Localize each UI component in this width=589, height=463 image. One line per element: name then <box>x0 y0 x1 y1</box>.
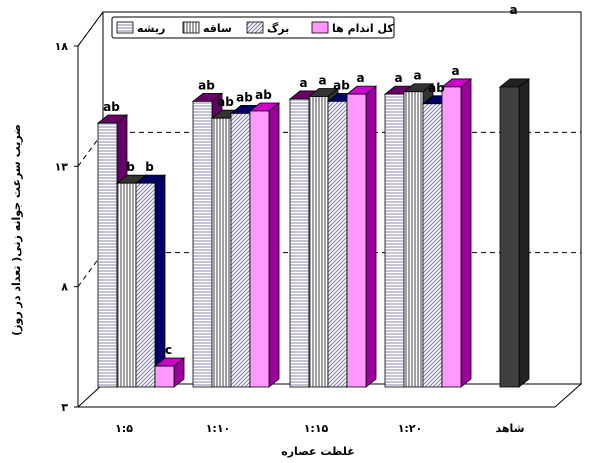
significance-letter: a <box>413 69 421 83</box>
significance-letter: ab <box>428 81 445 95</box>
x-axis-label: غلظت عصاره <box>281 445 355 458</box>
significance-letter: a <box>299 76 307 90</box>
significance-letter: ab <box>236 90 253 104</box>
bar <box>345 85 378 388</box>
bar <box>134 174 167 388</box>
bar <box>248 102 281 388</box>
significance-letter: ab <box>255 88 272 102</box>
legend-item: ساقه <box>182 21 232 35</box>
significance-letter: ab <box>217 95 234 109</box>
x-category-label: ۱:۵ <box>115 422 133 435</box>
bar-control <box>498 78 531 388</box>
legend-label: کل اندام ها <box>332 22 394 35</box>
significance-letter: a <box>451 64 459 78</box>
legend-item: ریشه <box>116 21 165 35</box>
y-tick-label: ۳ <box>61 401 68 414</box>
legend-label: ریشه <box>137 22 165 35</box>
legend: ریشه ساقه برگ کل اندام ها <box>111 16 395 39</box>
legend-swatch <box>246 21 264 34</box>
significance-letter: b <box>126 160 135 174</box>
legend-swatch <box>182 21 200 34</box>
legend-item: برگ <box>246 21 289 35</box>
significance-letter: a <box>318 74 326 88</box>
y-tick-label: ۱۸ <box>55 40 69 53</box>
bars <box>96 78 531 388</box>
significance-letter: a <box>394 71 402 85</box>
significance-letter: ab <box>198 78 215 92</box>
legend-swatch <box>116 21 134 34</box>
legend-label: برگ <box>267 21 289 35</box>
x-category-label: شاهد <box>496 422 525 435</box>
legend-label: ساقه <box>203 22 232 35</box>
significance-letter-control: a <box>509 3 517 17</box>
y-axis-label: ضریب سرعت جوانه زنی( تعداد در روز) <box>10 124 23 336</box>
significance-letter: ab <box>333 78 350 92</box>
x-category-label: ۱:۱۵ <box>304 422 329 435</box>
legend-item: کل اندام ها <box>311 21 394 35</box>
legend-swatch <box>311 21 329 34</box>
grid-diagonal <box>77 11 104 47</box>
bar <box>440 78 473 388</box>
y-tick-label: ۱۳ <box>55 160 69 173</box>
x-category-label: ۱:۲۰ <box>398 422 423 435</box>
grid-diagonal <box>77 132 104 167</box>
y-tick-label: ۸ <box>61 281 68 294</box>
grid-diagonal <box>77 252 104 287</box>
significance-letter: b <box>145 160 154 174</box>
x-axis-categories: ۱:۵ ۱:۱۰ ۱:۱۵ ۱:۲۰ شاهد <box>115 422 524 435</box>
significance-letter: a <box>356 71 364 85</box>
significance-letter: c <box>165 343 172 357</box>
significance-letter: ab <box>103 100 120 114</box>
x-category-label: ۱:۱۰ <box>206 422 231 435</box>
bar <box>153 357 186 388</box>
y-axis-ticks: ۳ ۸ ۱۳ ۱۸ <box>55 40 78 414</box>
